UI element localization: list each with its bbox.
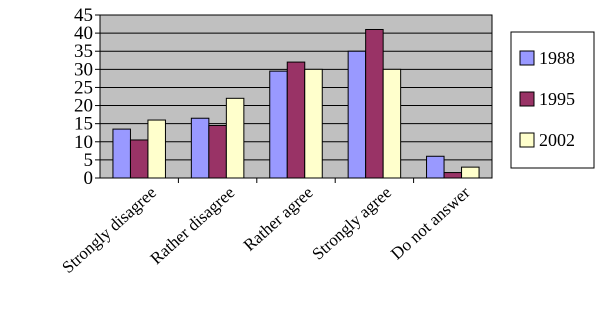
- bar-2002-3: [304, 68, 323, 179]
- y-tick-label: 10: [74, 132, 93, 153]
- x-category-label: Strongly agree: [308, 183, 395, 264]
- y-tick-label: 40: [74, 23, 93, 44]
- y-tick-label: 5: [84, 150, 94, 171]
- legend-swatch-1988: [519, 50, 535, 66]
- bar-2002-5: [461, 166, 480, 179]
- x-category-label: Rather disagree: [147, 183, 239, 268]
- bar-1995-1: [129, 139, 149, 179]
- x-category-label: Do not answer: [387, 183, 474, 264]
- legend-label-2002: 2002: [539, 130, 575, 150]
- y-tick-label: 20: [74, 96, 93, 117]
- bar-1995-3: [286, 61, 306, 179]
- legend-label-1995: 1995: [539, 89, 575, 109]
- y-tick-label: 25: [74, 77, 93, 98]
- y-tick-label: 35: [74, 41, 93, 62]
- axes: [99, 14, 493, 183]
- bar-1988-1: [112, 128, 131, 179]
- y-tick-label: 45: [74, 5, 93, 26]
- plot-frame: [99, 14, 493, 179]
- y-tick-label: 15: [74, 114, 93, 135]
- bar-2002-2: [225, 97, 245, 179]
- x-category-label: Strongly disagree: [58, 183, 159, 277]
- x-category-label: Rather agree: [240, 183, 317, 255]
- y-tick-label: 30: [74, 59, 93, 80]
- bar-1995-2: [208, 124, 227, 179]
- bar-2002-1: [147, 119, 166, 179]
- bar-1995-4: [365, 28, 384, 179]
- bar-1988-2: [190, 117, 210, 179]
- bar-2002-4: [382, 68, 402, 179]
- y-tick-label: 0: [84, 168, 94, 189]
- bar-1988-4: [347, 50, 367, 179]
- bar-1995-5: [443, 172, 463, 179]
- bar-1988-5: [426, 155, 445, 179]
- legend-label-1988: 1988: [539, 48, 575, 68]
- bar-1988-3: [269, 70, 288, 179]
- legend-swatch-2002: [519, 132, 535, 148]
- bars: [112, 28, 480, 179]
- legend-swatch-1995: [519, 91, 535, 107]
- legend: 1988 1995 2002: [510, 31, 595, 169]
